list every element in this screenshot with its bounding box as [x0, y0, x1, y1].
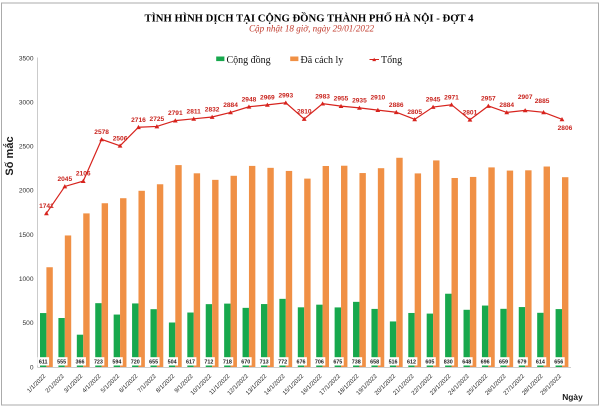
svg-text:2500: 2500 — [19, 144, 34, 151]
svg-text:2810: 2810 — [297, 109, 312, 116]
svg-text:2506: 2506 — [113, 135, 128, 142]
svg-text:723: 723 — [94, 360, 103, 366]
svg-text:670: 670 — [241, 360, 250, 366]
svg-text:504: 504 — [168, 360, 177, 366]
svg-text:1741: 1741 — [39, 203, 54, 210]
svg-text:656: 656 — [554, 360, 563, 366]
svg-text:659: 659 — [499, 360, 508, 366]
svg-text:2725: 2725 — [150, 116, 165, 123]
svg-text:1000: 1000 — [19, 276, 34, 283]
svg-text:Cộng đồng: Cộng đồng — [227, 55, 271, 66]
svg-text:679: 679 — [517, 360, 526, 366]
svg-text:2106: 2106 — [76, 171, 91, 178]
svg-text:2578: 2578 — [94, 129, 109, 136]
svg-text:696: 696 — [481, 360, 490, 366]
svg-text:2000: 2000 — [19, 188, 34, 195]
svg-text:2832: 2832 — [205, 107, 220, 114]
svg-text:772: 772 — [278, 360, 287, 366]
svg-text:2791: 2791 — [168, 110, 183, 117]
svg-text:Cập nhật 18 giờ, ngày 29/01/2: Cập nhật 18 giờ, ngày 29/01/2022 — [249, 24, 375, 34]
svg-text:2935: 2935 — [352, 98, 367, 105]
svg-text:648: 648 — [462, 360, 471, 366]
svg-text:2955: 2955 — [334, 96, 349, 103]
svg-text:676: 676 — [297, 360, 306, 366]
svg-text:Số mắc: Số mắc — [3, 136, 16, 175]
svg-text:675: 675 — [333, 360, 342, 366]
svg-text:0: 0 — [30, 364, 34, 371]
svg-text:1500: 1500 — [19, 232, 34, 239]
svg-text:2907: 2907 — [518, 94, 533, 101]
svg-text:713: 713 — [260, 360, 269, 366]
svg-text:738: 738 — [352, 360, 361, 366]
svg-text:2983: 2983 — [315, 93, 330, 100]
svg-text:605: 605 — [425, 360, 434, 366]
svg-text:Tổng: Tổng — [381, 55, 402, 66]
svg-text:TÌNH HÌNH DỊCH TẠI CỘNG ĐỒNG T: TÌNH HÌNH DỊCH TẠI CỘNG ĐỒNG THÀNH PHỐ H… — [145, 12, 475, 25]
svg-text:718: 718 — [223, 360, 232, 366]
svg-text:706: 706 — [315, 360, 324, 366]
svg-text:655: 655 — [149, 360, 158, 366]
svg-text:2885: 2885 — [535, 98, 550, 105]
svg-text:658: 658 — [370, 360, 379, 366]
svg-text:720: 720 — [131, 360, 140, 366]
svg-text:Ngày: Ngày — [562, 392, 583, 402]
svg-text:2945: 2945 — [426, 97, 441, 104]
svg-text:2806: 2806 — [558, 125, 573, 132]
svg-text:2948: 2948 — [242, 96, 257, 103]
svg-text:2805: 2805 — [407, 109, 422, 116]
svg-text:2045: 2045 — [57, 176, 72, 183]
svg-text:712: 712 — [204, 360, 213, 366]
svg-text:2971: 2971 — [444, 94, 459, 101]
svg-text:3000: 3000 — [19, 99, 34, 106]
svg-text:2801: 2801 — [463, 109, 478, 116]
svg-text:2969: 2969 — [260, 95, 275, 102]
svg-text:555: 555 — [57, 360, 66, 366]
svg-text:3500: 3500 — [19, 55, 34, 62]
svg-text:2716: 2716 — [131, 117, 146, 124]
svg-text:516: 516 — [389, 360, 398, 366]
svg-text:830: 830 — [444, 360, 453, 366]
svg-text:2993: 2993 — [278, 92, 293, 99]
svg-text:2886: 2886 — [389, 102, 404, 109]
svg-text:366: 366 — [76, 360, 85, 366]
svg-text:500: 500 — [22, 320, 33, 327]
svg-text:611: 611 — [39, 360, 48, 366]
svg-text:2811: 2811 — [187, 108, 202, 115]
svg-text:2884: 2884 — [499, 102, 514, 109]
svg-text:614: 614 — [536, 360, 545, 366]
svg-text:617: 617 — [186, 360, 195, 366]
svg-text:2910: 2910 — [371, 95, 386, 102]
svg-text:612: 612 — [407, 360, 416, 366]
svg-text:2884: 2884 — [223, 102, 238, 109]
svg-text:594: 594 — [112, 360, 121, 366]
svg-text:2957: 2957 — [481, 96, 496, 103]
svg-text:Đã cách ly: Đã cách ly — [301, 55, 344, 66]
